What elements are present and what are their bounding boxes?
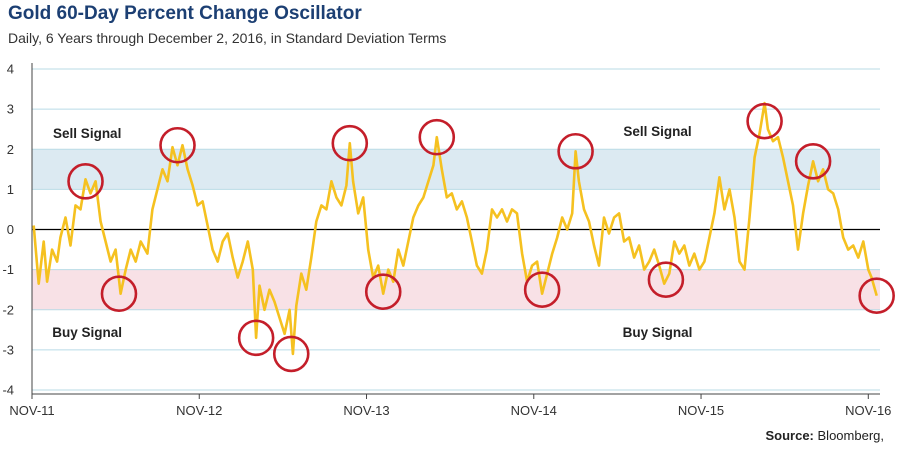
y-tick-label: -1 [2, 262, 14, 277]
x-tick-label: NOV-13 [343, 403, 389, 418]
y-tick-label: 1 [7, 182, 14, 197]
signal-circle [557, 132, 594, 170]
signal-circle [794, 142, 832, 180]
signal-circle [67, 163, 104, 200]
y-tick-label: 0 [7, 222, 14, 237]
oscillator-line [32, 101, 878, 356]
signal-circle [523, 271, 561, 308]
source-label: Source: [765, 428, 814, 443]
y-tick-label: -3 [2, 342, 14, 357]
sell-signal-band [32, 149, 880, 190]
source-note: Source: Bloomberg, [765, 428, 884, 443]
buy-signal-band [32, 269, 880, 310]
x-tick-label: NOV-16 [845, 403, 891, 418]
sell-signal-label: Sell Signal [623, 124, 691, 139]
signal-circle [237, 319, 275, 357]
buy-signal-label: Buy Signal [52, 325, 122, 340]
x-tick-label: NOV-12 [176, 403, 222, 418]
signal-circle [418, 118, 456, 156]
y-tick-label: -2 [2, 302, 14, 317]
signal-circle [364, 273, 402, 310]
x-tick-label: NOV-15 [678, 403, 724, 418]
signal-circle [272, 335, 310, 373]
signal-circle [746, 102, 783, 140]
signal-circle [647, 261, 685, 298]
chart-title: Gold 60-Day Percent Change Oscillator [8, 3, 362, 24]
signal-circle [159, 126, 196, 164]
sell-signal-label: Sell Signal [53, 126, 121, 141]
signal-circle [100, 275, 138, 313]
y-tick-label: 3 [7, 102, 14, 117]
y-tick-label: 4 [7, 62, 14, 77]
signal-circle [331, 124, 369, 162]
x-tick-label: NOV-14 [511, 403, 557, 418]
buy-signal-label: Buy Signal [623, 325, 693, 340]
y-tick-label: 2 [7, 142, 14, 157]
x-tick-label: NOV-11 [9, 403, 54, 418]
source-text: Bloomberg, [817, 428, 884, 443]
y-tick-label: -4 [2, 383, 14, 398]
chart-subtitle: Daily, 6 Years through December 2, 2016,… [8, 30, 447, 46]
signal-circle [858, 277, 895, 315]
